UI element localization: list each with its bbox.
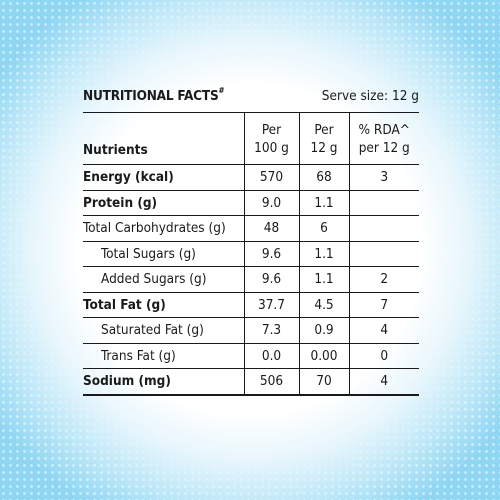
per12-value: 70 (298, 368, 349, 396)
rda-value (348, 215, 419, 242)
serve-size: Serve size: 12 g (321, 88, 419, 104)
rda-value: 2 (348, 266, 419, 293)
per100-value: 9.0 (243, 190, 299, 216)
per100-header-line1: Per (261, 121, 282, 138)
nutrient-label: Total Sugars (g) (83, 241, 244, 267)
rda-value (348, 190, 419, 216)
per12-value: 1.1 (298, 190, 349, 216)
per12-header: Per 12 g (298, 113, 349, 165)
rda-value: 4 (348, 368, 419, 396)
rda-header-line2: per 12 g (358, 139, 410, 156)
table-row: Total Sugars (g) 9.6 1.1 (83, 241, 419, 267)
per12-value: 1.1 (298, 266, 349, 293)
per100-header-line2: 100 g (254, 139, 289, 156)
per12-value: 1.1 (298, 241, 349, 267)
per100-value: 37.7 (243, 292, 299, 318)
rda-value: 3 (348, 164, 419, 191)
per100-value: 570 (243, 164, 299, 191)
rda-value: 0 (348, 343, 419, 369)
per12-value: 6 (298, 215, 349, 242)
per100-value: 7.3 (243, 317, 299, 344)
rda-header-line1: % RDA^ (358, 121, 410, 138)
per100-value: 9.6 (243, 241, 299, 267)
table-row: Energy (kcal) 570 68 3 (83, 164, 419, 191)
table-header-row: Nutrients Per 100 g Per 12 g % RDA^ per … (83, 113, 419, 165)
title-text: NUTRITIONAL FACTS (83, 88, 219, 104)
nutrient-label: Added Sugars (g) (83, 266, 244, 293)
rda-value: 7 (348, 292, 419, 318)
table-row: Trans Fat (g) 0.0 0.00 0 (83, 343, 419, 369)
nutrient-label: Trans Fat (g) (83, 343, 244, 369)
per12-value: 0.00 (298, 343, 349, 369)
per100-header: Per 100 g (243, 113, 299, 165)
nutrition-table: Nutrients Per 100 g Per 12 g % RDA^ per … (83, 113, 419, 396)
table-row: Sodium (mg) 506 70 4 (83, 368, 419, 396)
table-row: Total Carbohydrates (g) 48 6 (83, 215, 419, 242)
per12-header-line2: 12 g (310, 139, 338, 156)
rda-value: 4 (348, 317, 419, 344)
nutrient-label: Total Carbohydrates (g) (83, 215, 244, 242)
nutrition-facts-panel: NUTRITIONAL FACTS# Serve size: 12 g Nutr… (83, 86, 419, 396)
title-footnote-mark: # (218, 86, 225, 95)
nutrient-label: Total Fat (g) (83, 292, 244, 318)
nutrient-label: Saturated Fat (g) (83, 317, 244, 344)
per12-value: 4.5 (298, 292, 349, 318)
table-row: Saturated Fat (g) 7.3 0.9 4 (83, 317, 419, 344)
nutrient-label: Sodium (mg) (83, 368, 244, 396)
rda-header: % RDA^ per 12 g (348, 113, 419, 165)
per100-value: 506 (243, 368, 299, 396)
per100-value: 48 (243, 215, 299, 242)
panel-title: NUTRITIONAL FACTS# (83, 86, 225, 104)
nutrient-label: Energy (kcal) (83, 164, 244, 191)
per12-value: 0.9 (298, 317, 349, 344)
per100-value: 9.6 (243, 266, 299, 293)
nutrient-label: Protein (g) (83, 190, 244, 216)
title-row: NUTRITIONAL FACTS# Serve size: 12 g (83, 86, 419, 113)
rda-value (348, 241, 419, 267)
table-row: Total Fat (g) 37.7 4.5 7 (83, 292, 419, 318)
table-row: Protein (g) 9.0 1.1 (83, 190, 419, 216)
per100-value: 0.0 (243, 343, 299, 369)
table-row: Added Sugars (g) 9.6 1.1 2 (83, 266, 419, 293)
per12-value: 68 (298, 164, 349, 191)
nutrients-header: Nutrients (83, 113, 244, 165)
per12-header-line1: Per (314, 121, 334, 138)
